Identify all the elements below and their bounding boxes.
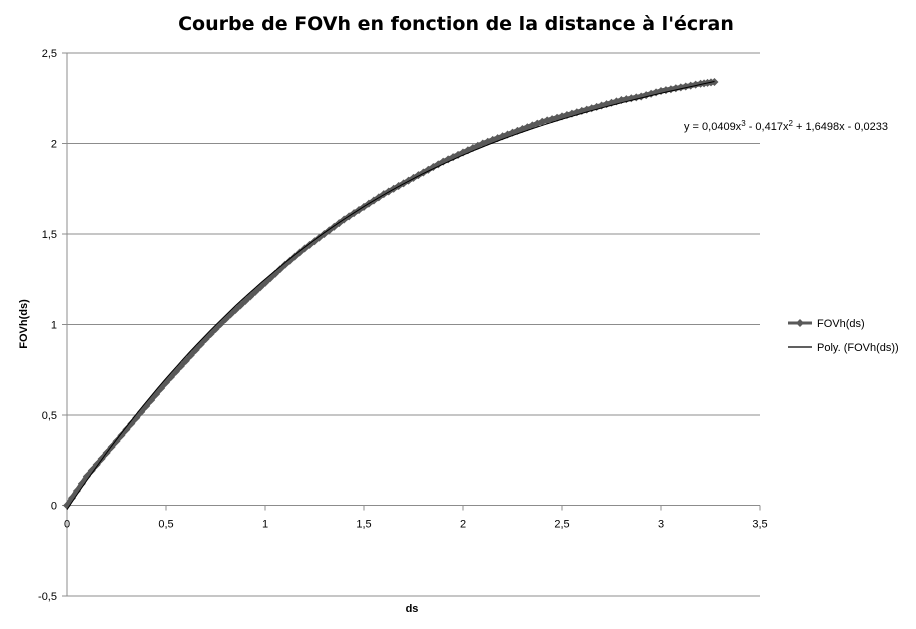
series-line-fovh [64, 79, 715, 507]
y-axis-title: FOVh(ds) [18, 299, 30, 349]
legend: FOVh(ds) Poly. (FOVh(ds)) [788, 318, 899, 354]
y-tick-label: -0,5 [38, 591, 57, 603]
data-point-marker [691, 80, 700, 89]
chart-title: Courbe de FOVh en fonction de la distanc… [178, 13, 734, 35]
data-point-marker [92, 460, 101, 469]
data-point-marker [280, 260, 289, 269]
gridlines [67, 52, 760, 597]
data-point-marker [300, 244, 309, 253]
x-tick-label: 1 [262, 519, 268, 531]
x-tick-label: 1,5 [356, 519, 371, 531]
data-point-marker [315, 233, 324, 242]
y-tick-label: 1,5 [42, 229, 57, 241]
data-point-marker [87, 466, 96, 475]
data-point-marker [132, 413, 141, 422]
data-point-marker [290, 252, 299, 261]
data-point-marker [127, 419, 136, 428]
legend-label-fovh: FOVh(ds) [817, 318, 865, 330]
trendline-equation: y = 0,0409x3 - 0,417x2 + 1,6498x - 0,023… [684, 119, 888, 134]
data-point-marker [310, 237, 319, 246]
x-tick-labels: 0 0,5 1 1,5 2 2,5 3 3,5 [64, 519, 768, 531]
y-tick-labels: -0,5 0 0,5 1 1,5 2 2,5 [38, 48, 57, 603]
x-tick-label: 3 [658, 519, 664, 531]
y-tick-label: 2 [51, 139, 57, 151]
data-point-marker [77, 479, 86, 488]
x-axis-title: ds [406, 603, 419, 615]
x-tick-label: 0,5 [158, 519, 173, 531]
data-point-marker [295, 248, 304, 257]
data-point-marker [67, 494, 76, 503]
data-point-marker [72, 487, 81, 496]
legend-label-poly: Poly. (FOVh(ds)) [817, 342, 899, 354]
y-tick-label: 0 [51, 501, 57, 513]
trendline-poly [66, 81, 715, 510]
y-tick-label: 2,5 [42, 48, 57, 60]
data-point-marker [305, 240, 314, 249]
data-point-marker [117, 431, 126, 440]
data-point-marker [275, 265, 284, 274]
y-tick-label: 1 [51, 320, 57, 332]
x-tick-label: 2,5 [554, 519, 569, 531]
x-tick-label: 2 [460, 519, 466, 531]
data-point-marker [270, 269, 279, 278]
data-point-marker [112, 437, 121, 446]
y-tick-label: 0,5 [42, 410, 57, 422]
x-tick-label: 3,5 [752, 519, 767, 531]
data-point-marker [285, 256, 294, 265]
legend-marker-fovh [796, 319, 804, 327]
x-tick-label: 0 [64, 519, 70, 531]
data-point-marker [122, 425, 131, 434]
plot-series [63, 77, 719, 510]
